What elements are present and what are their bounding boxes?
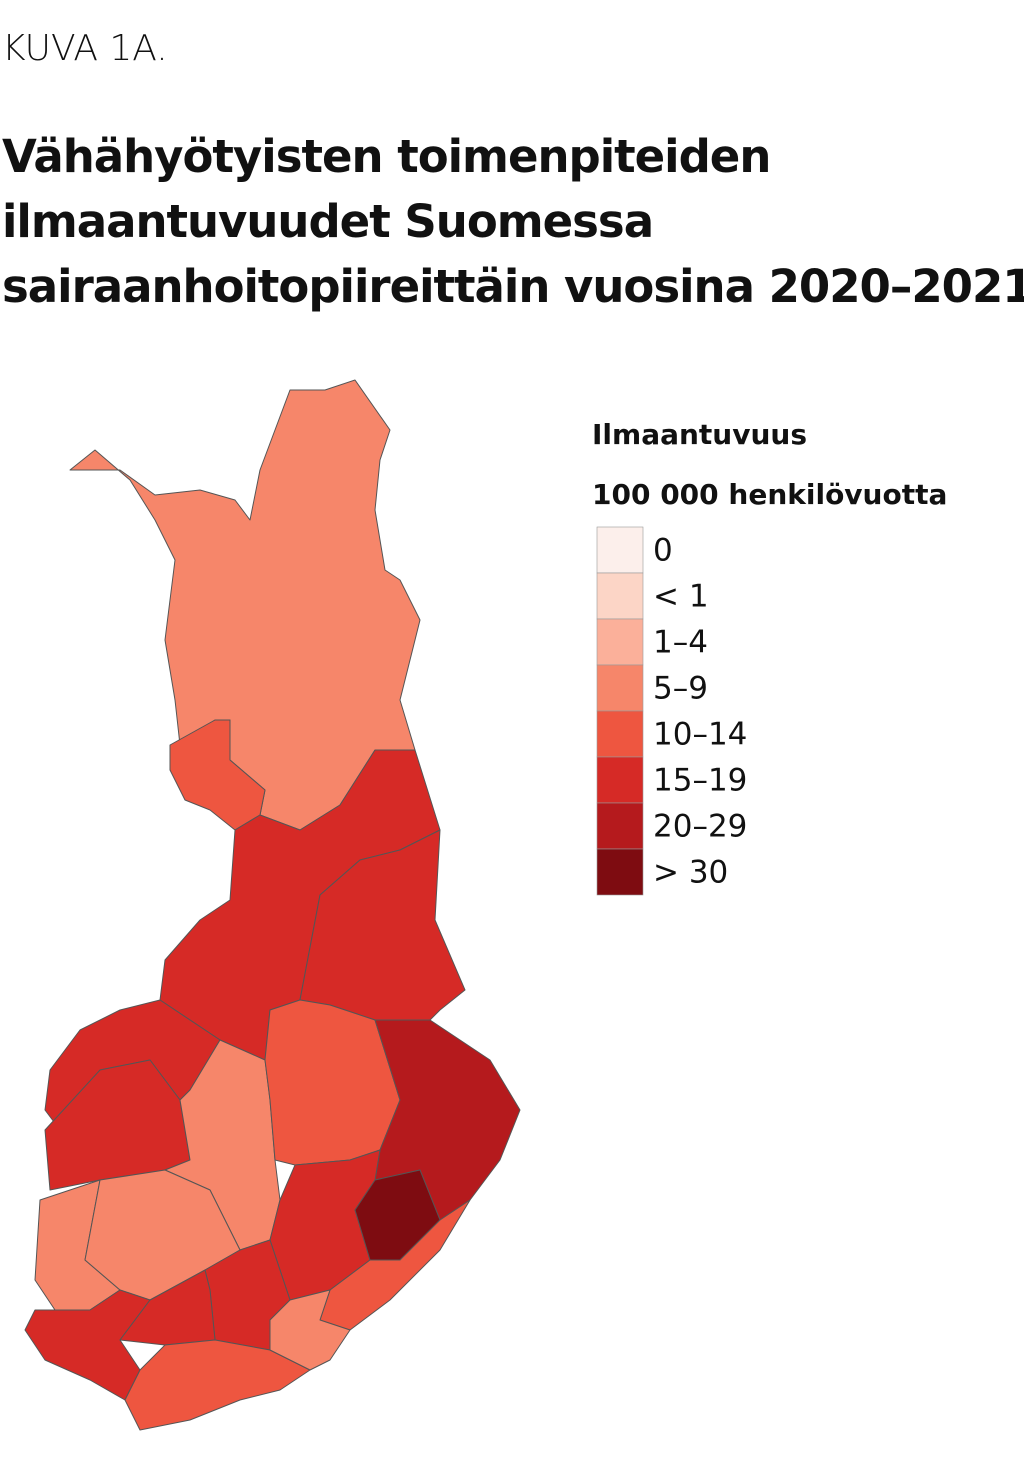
legend-swatch [596, 756, 644, 804]
legend-label: 20–29 [653, 809, 747, 845]
legend-label: 10–14 [653, 717, 747, 753]
legend-label: < 1 [653, 579, 709, 615]
legend: 0 < 1 1–4 5–9 10–14 15–19 20–29 > 30 [596, 526, 747, 896]
legend-swatch [596, 664, 644, 712]
legend-title: 100 000 henkilövuotta [592, 478, 947, 511]
legend-label: > 30 [653, 855, 728, 891]
legend-label: 0 [653, 533, 673, 569]
legend-label: 15–19 [653, 763, 747, 799]
legend-swatch [596, 526, 644, 574]
legend-label: 5–9 [653, 671, 708, 707]
title-line: sairaanhoitopiireittäin vuosina 2020–202… [2, 260, 1024, 313]
legend-swatch [596, 848, 644, 896]
region [269, 1289, 351, 1371]
legend-title: Ilmaantuvuus [592, 418, 807, 451]
legend-swatch [596, 618, 644, 666]
map [24, 379, 521, 1431]
legend-swatch [596, 802, 644, 850]
title-line: Vähähyötyisten toimenpiteiden [2, 130, 770, 183]
figure-label: KUVA 1A. [2, 28, 168, 69]
legend-swatch [596, 710, 644, 758]
legend-label: 1–4 [653, 625, 708, 661]
legend-swatch [596, 572, 644, 620]
title-line: ilmaantuvuudet Suomessa [2, 195, 653, 248]
region [69, 379, 421, 831]
